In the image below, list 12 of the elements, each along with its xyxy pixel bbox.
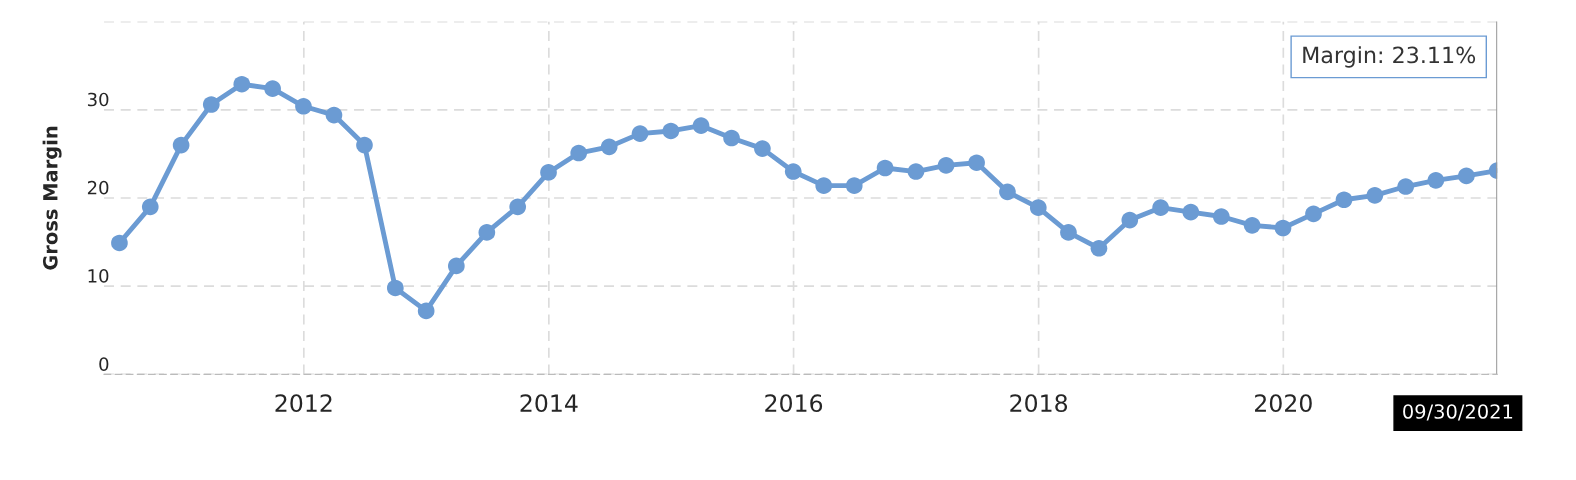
x-tick-label: 2016 bbox=[765, 394, 823, 413]
text: 09/30/2021 bbox=[1403, 404, 1513, 421]
y-tick-label: 30 bbox=[87, 92, 109, 107]
x-tick-label: 2012 bbox=[275, 394, 332, 413]
annotation: Margin: 23.11% bbox=[1303, 46, 1476, 68]
y-axis-title: Gross Margin bbox=[42, 126, 62, 270]
x-tick-label: 2020 bbox=[1255, 394, 1312, 413]
y-tick-label: 10 bbox=[88, 269, 109, 283]
x-tick-label: 2014 bbox=[520, 394, 578, 413]
y-tick-label: 20 bbox=[87, 180, 109, 195]
x-tick-label: 2018 bbox=[1010, 394, 1068, 413]
y-tick-label: 0 bbox=[99, 357, 109, 371]
